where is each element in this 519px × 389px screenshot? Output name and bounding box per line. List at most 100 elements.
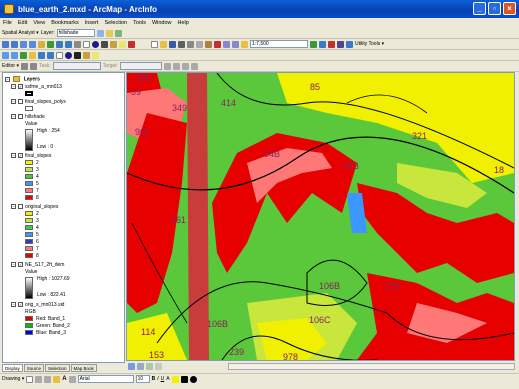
fill-color-icon[interactable] <box>171 375 179 383</box>
redo-icon[interactable] <box>232 40 239 48</box>
identify-icon[interactable] <box>92 40 99 48</box>
close-button[interactable]: × <box>503 2 516 15</box>
previous-extent-icon[interactable] <box>38 51 45 59</box>
print-icon[interactable] <box>178 40 185 48</box>
horizontal-scrollbar[interactable] <box>228 363 515 370</box>
expand-icon[interactable]: − <box>11 302 16 308</box>
drawing-menu[interactable]: Drawing ▾ <box>2 376 25 382</box>
task-select[interactable] <box>52 62 101 70</box>
layer-checkbox[interactable]: ✓ <box>18 262 23 268</box>
edit-tool-icon[interactable] <box>20 62 28 70</box>
editor-menu[interactable]: Editor ▾ <box>2 63 19 69</box>
map-canvas[interactable]: 39B 39 349 414 85 321 96F 94B 34B 18 961… <box>127 73 514 360</box>
histogram-icon[interactable] <box>96 29 104 37</box>
find-icon[interactable] <box>101 40 108 48</box>
zoom-in-tool-icon[interactable] <box>2 51 9 59</box>
layer-checkbox[interactable]: ✓ <box>18 153 23 159</box>
paste-icon[interactable] <box>205 40 212 48</box>
pointer-icon[interactable] <box>56 51 63 59</box>
next-extent-icon[interactable] <box>47 51 54 59</box>
hyperlink-icon[interactable] <box>119 40 126 48</box>
target-select[interactable] <box>119 62 162 70</box>
ruler-icon[interactable] <box>83 51 90 59</box>
tab-selection[interactable]: Selection <box>45 364 70 372</box>
select-features-icon[interactable] <box>74 40 81 48</box>
html-popup-icon[interactable] <box>128 40 135 48</box>
editor-toolbar-icon[interactable] <box>310 40 317 48</box>
rotate-icon[interactable] <box>35 375 43 383</box>
select-arrow-icon[interactable] <box>26 375 34 383</box>
layer-ssfme[interactable]: − ✓ ssfme_a_mn013 <box>11 84 62 91</box>
add-data-icon[interactable] <box>241 40 248 48</box>
layer-checkbox[interactable] <box>18 204 23 210</box>
line-color-icon[interactable] <box>180 375 188 383</box>
zoom-in-icon[interactable] <box>2 40 9 48</box>
tab-display[interactable]: Display <box>2 364 23 372</box>
expand-icon[interactable]: − <box>11 204 16 210</box>
utility-tools-menu[interactable]: Utility Tools ▾ <box>355 41 385 47</box>
collapse-icon[interactable]: − <box>5 76 10 82</box>
whats-this-icon[interactable] <box>346 40 353 48</box>
attributes-icon[interactable] <box>181 62 189 70</box>
tab-map-book[interactable]: Map Book <box>70 364 97 372</box>
menu-tools[interactable]: Tools <box>133 20 146 26</box>
expand-icon[interactable]: − <box>11 114 16 120</box>
bold-icon[interactable]: B <box>151 376 156 382</box>
layer-original-slopes[interactable]: − original_slopes <box>11 204 58 211</box>
forward-extent-icon[interactable] <box>65 40 72 48</box>
fixed-zoom-in-icon[interactable] <box>20 40 27 48</box>
measure-icon[interactable] <box>110 40 117 48</box>
zoom-out-tool-icon[interactable] <box>11 51 18 59</box>
underline-icon[interactable]: U <box>160 376 165 382</box>
save-icon[interactable] <box>169 40 176 48</box>
command-line-icon[interactable] <box>337 40 344 48</box>
layer-checkbox[interactable]: ✓ <box>18 84 23 90</box>
menu-edit[interactable]: Edit <box>17 20 28 26</box>
full-extent-icon[interactable] <box>47 40 54 48</box>
binoculars-icon[interactable] <box>74 51 81 59</box>
layer-hillshade[interactable]: − hillshade <box>11 114 45 121</box>
font-select[interactable]: Arial <box>77 375 134 383</box>
delete-icon[interactable] <box>214 40 221 48</box>
globe-icon[interactable] <box>20 51 27 59</box>
spatial-analyst-menu[interactable]: Spatial Analyst ▾ <box>2 30 39 36</box>
layer-orig-sid[interactable]: − ✓ orig_s_mn013.sid <box>11 302 64 309</box>
new-document-icon[interactable] <box>151 40 158 48</box>
menu-window[interactable]: Window <box>151 20 172 26</box>
layer-final-slopes[interactable]: − ✓ final_slopes <box>11 153 51 160</box>
copy-icon[interactable] <box>196 40 203 48</box>
menu-insert[interactable]: Insert <box>84 20 99 26</box>
map-display[interactable]: 39B 39 349 414 85 321 96F 94B 34B 18 961… <box>126 72 515 361</box>
menu-help[interactable]: Help <box>177 20 189 26</box>
cut-icon[interactable] <box>187 40 194 48</box>
minimize-button[interactable]: _ <box>473 2 486 15</box>
select-elements-icon[interactable] <box>83 40 90 48</box>
contour-icon[interactable] <box>114 29 122 37</box>
map-scale-select[interactable]: 1:7,500 <box>250 40 308 48</box>
menu-selection[interactable]: Selection <box>104 20 128 26</box>
refresh-icon[interactable] <box>146 363 153 370</box>
menu-bookmarks[interactable]: Bookmarks <box>51 20 79 26</box>
menu-file[interactable]: File <box>3 20 12 26</box>
tab-source[interactable]: Source <box>23 364 45 372</box>
layout-view-icon[interactable] <box>137 363 144 370</box>
undo-icon[interactable] <box>223 40 230 48</box>
raster-calculator-icon[interactable] <box>105 29 113 37</box>
pause-draw-icon[interactable] <box>155 363 162 370</box>
layer-checkbox[interactable] <box>18 114 23 120</box>
arctoolbox-icon[interactable] <box>328 40 335 48</box>
layer-select[interactable]: hillshade <box>56 29 95 37</box>
expand-icon[interactable]: − <box>11 262 16 268</box>
expand-icon[interactable]: − <box>11 153 16 159</box>
lightning-icon[interactable] <box>92 51 99 59</box>
menu-view[interactable]: View <box>33 20 46 26</box>
text-tool-icon[interactable]: A <box>62 376 67 382</box>
edit-vertices-icon[interactable] <box>68 375 76 383</box>
italic-icon[interactable]: I <box>157 376 159 382</box>
back-extent-icon[interactable] <box>56 40 63 48</box>
layer-checkbox[interactable] <box>18 99 23 105</box>
fixed-zoom-out-icon[interactable] <box>29 40 36 48</box>
zoom-out-icon[interactable] <box>11 40 18 48</box>
layer-final-slopes-polys[interactable]: − final_slopes_polys <box>11 99 66 106</box>
arccatalog-icon[interactable] <box>319 40 326 48</box>
